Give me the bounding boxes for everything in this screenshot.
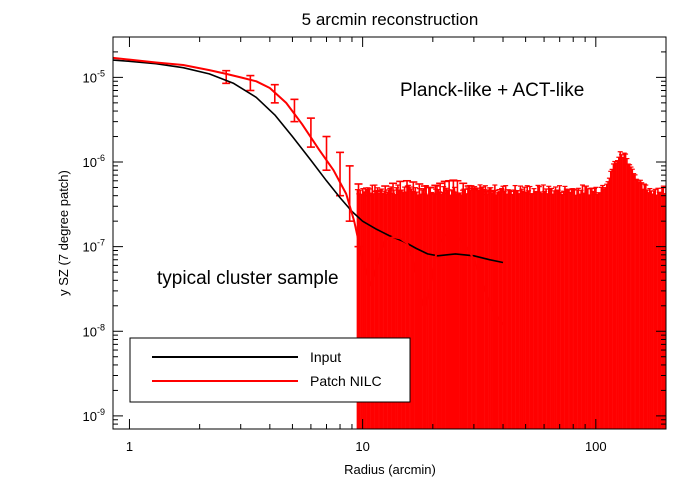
y-axis: 10-9 10-8 10-7 10-6 10-5 xyxy=(83,51,666,430)
plot-frame xyxy=(112,36,667,430)
legend-label-patch-nilc: Patch NILC xyxy=(310,373,382,389)
x-axis: 1 10 100 xyxy=(126,37,667,454)
y-axis-label: y SZ (7 degree patch) xyxy=(56,170,71,296)
annotation-sample: typical cluster sample xyxy=(157,268,339,289)
x-tick-label: 1 xyxy=(126,439,133,454)
legend: Input Patch NILC xyxy=(129,337,411,403)
y-tick-label: 10-7 xyxy=(83,238,105,255)
chart-title: 5 arcmin reconstruction xyxy=(302,10,479,29)
legend-label-input: Input xyxy=(310,349,341,365)
annotation-instrument: Planck-like + ACT-like xyxy=(400,80,584,101)
y-tick-label: 10-6 xyxy=(83,153,105,170)
x-tick-label: 100 xyxy=(585,439,607,454)
series-line-patch-nilc xyxy=(113,56,504,326)
x-tick-label: 10 xyxy=(355,439,369,454)
plot-contents xyxy=(113,56,666,429)
x-axis-label: Radius (arcmin) xyxy=(344,462,436,477)
y-tick-label: 10-5 xyxy=(83,68,105,85)
plot-area xyxy=(113,56,666,429)
legend-box xyxy=(129,337,411,403)
y-tick-label: 10-9 xyxy=(83,407,105,424)
y-tick-label: 10-8 xyxy=(83,322,105,339)
